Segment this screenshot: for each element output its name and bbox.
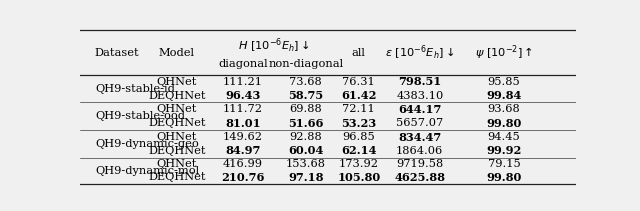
Text: 96.85: 96.85 bbox=[342, 132, 375, 142]
Text: 9719.58: 9719.58 bbox=[396, 159, 444, 169]
Text: 72.11: 72.11 bbox=[342, 104, 375, 114]
Text: QHNet: QHNet bbox=[157, 77, 197, 87]
Text: DEQHNet: DEQHNet bbox=[148, 91, 205, 101]
Text: 644.17: 644.17 bbox=[398, 104, 442, 115]
Text: 96.43: 96.43 bbox=[225, 90, 260, 101]
Text: 149.62: 149.62 bbox=[223, 132, 262, 142]
Text: QH9-stable-id: QH9-stable-id bbox=[95, 84, 175, 94]
Text: Dataset: Dataset bbox=[95, 47, 140, 58]
Text: 97.18: 97.18 bbox=[288, 172, 323, 183]
Text: non-diagonal: non-diagonal bbox=[268, 59, 343, 69]
Text: QHNet: QHNet bbox=[157, 159, 197, 169]
Text: QH9-stable-ood: QH9-stable-ood bbox=[95, 111, 185, 121]
Text: 4625.88: 4625.88 bbox=[394, 172, 445, 183]
Text: DEQHNet: DEQHNet bbox=[148, 118, 205, 128]
Text: 105.80: 105.80 bbox=[337, 172, 380, 183]
Text: QHNet: QHNet bbox=[157, 104, 197, 114]
Text: 99.84: 99.84 bbox=[486, 90, 522, 101]
Text: DEQHNet: DEQHNet bbox=[148, 172, 205, 182]
Text: 4383.10: 4383.10 bbox=[396, 91, 444, 101]
Text: 53.23: 53.23 bbox=[341, 118, 376, 129]
Text: 99.92: 99.92 bbox=[486, 145, 522, 156]
Text: 210.76: 210.76 bbox=[221, 172, 264, 183]
Text: 81.01: 81.01 bbox=[225, 118, 260, 129]
Text: QHNet: QHNet bbox=[157, 132, 197, 142]
Text: 61.42: 61.42 bbox=[341, 90, 376, 101]
Text: QH9-dynamic-geo: QH9-dynamic-geo bbox=[95, 139, 198, 149]
Text: 60.04: 60.04 bbox=[288, 145, 323, 156]
Text: 111.72: 111.72 bbox=[223, 104, 262, 114]
Text: 51.66: 51.66 bbox=[288, 118, 323, 129]
Text: 5657.07: 5657.07 bbox=[396, 118, 444, 128]
Text: diagonal: diagonal bbox=[218, 59, 268, 69]
Text: 84.97: 84.97 bbox=[225, 145, 260, 156]
Text: 79.15: 79.15 bbox=[488, 159, 520, 169]
Text: 153.68: 153.68 bbox=[285, 159, 326, 169]
Text: 92.88: 92.88 bbox=[289, 132, 322, 142]
Text: 62.14: 62.14 bbox=[341, 145, 376, 156]
Text: 76.31: 76.31 bbox=[342, 77, 375, 87]
Text: 99.80: 99.80 bbox=[486, 118, 522, 129]
Text: 73.68: 73.68 bbox=[289, 77, 322, 87]
Text: 99.80: 99.80 bbox=[486, 172, 522, 183]
Text: all: all bbox=[352, 47, 365, 58]
Text: QH9-dynamic-mol: QH9-dynamic-mol bbox=[95, 166, 199, 176]
Text: 58.75: 58.75 bbox=[288, 90, 323, 101]
Text: DEQHNet: DEQHNet bbox=[148, 146, 205, 156]
Text: $H\ [10^{-6}E_h]\downarrow$: $H\ [10^{-6}E_h]\downarrow$ bbox=[238, 37, 310, 55]
Text: 834.47: 834.47 bbox=[398, 131, 442, 142]
Text: 111.21: 111.21 bbox=[223, 77, 262, 87]
Text: 173.92: 173.92 bbox=[339, 159, 379, 169]
Text: 798.51: 798.51 bbox=[398, 76, 442, 87]
Text: Model: Model bbox=[159, 47, 195, 58]
Text: 69.88: 69.88 bbox=[289, 104, 322, 114]
Text: 416.99: 416.99 bbox=[223, 159, 262, 169]
Text: 1864.06: 1864.06 bbox=[396, 146, 444, 156]
Text: $\psi\ [10^{-2}]\uparrow$: $\psi\ [10^{-2}]\uparrow$ bbox=[475, 43, 533, 62]
Text: $\epsilon\ [10^{-6}E_h]\downarrow$: $\epsilon\ [10^{-6}E_h]\downarrow$ bbox=[385, 43, 454, 62]
Text: 95.85: 95.85 bbox=[488, 77, 520, 87]
Text: 93.68: 93.68 bbox=[488, 104, 520, 114]
Text: 94.45: 94.45 bbox=[488, 132, 520, 142]
